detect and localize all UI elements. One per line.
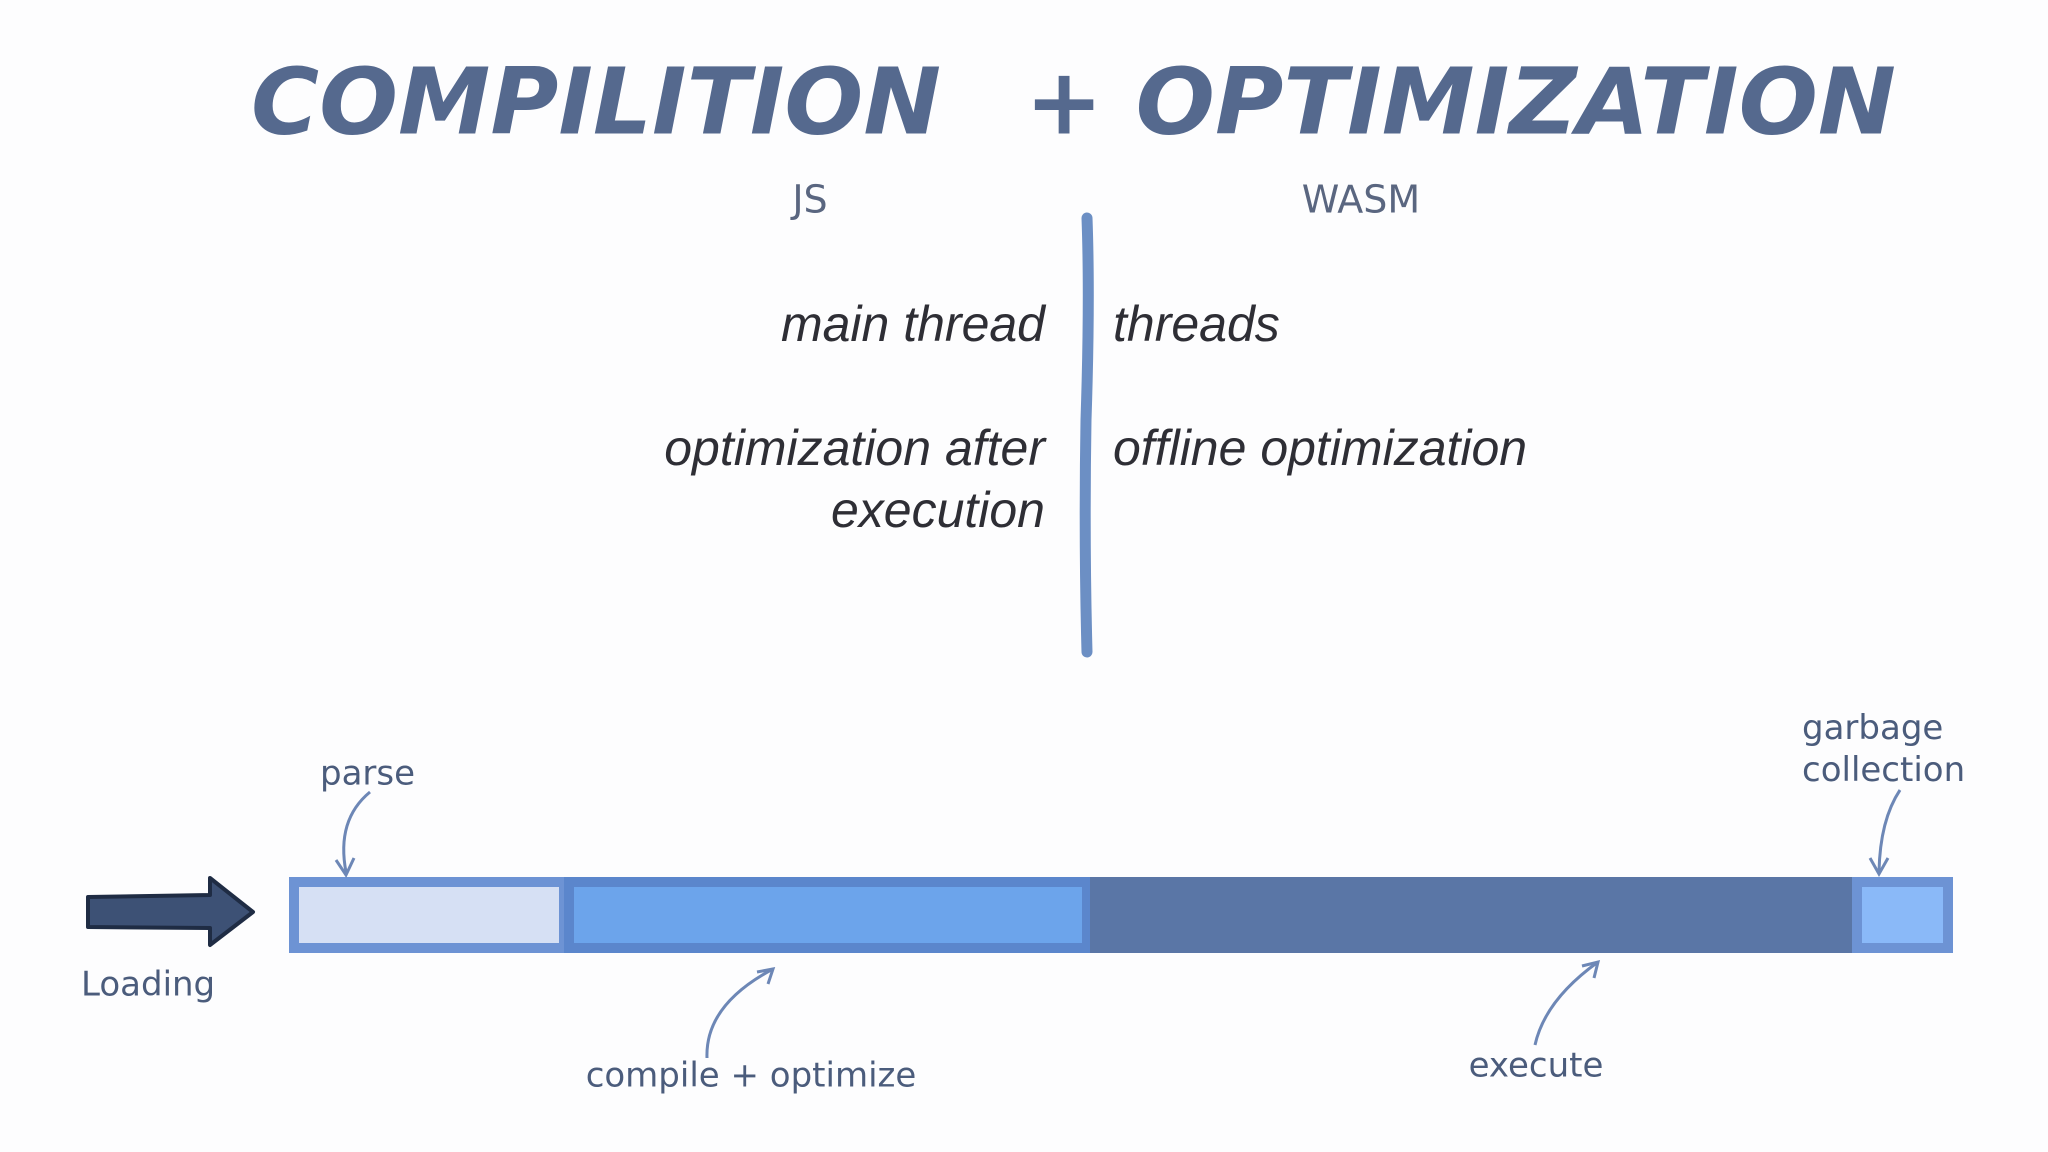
divider <box>1079 212 1094 658</box>
js-item: main thread <box>780 296 1045 352</box>
compile-segment <box>564 877 1092 953</box>
column-header: JS <box>790 178 827 222</box>
parse-segment <box>289 877 569 953</box>
pointer <box>1533 960 1599 1046</box>
segment-label: execute <box>1469 1046 1604 1086</box>
segment-label: garbage collection <box>1802 708 1965 790</box>
pointer-head <box>756 967 776 985</box>
pointer-head <box>1868 857 1890 878</box>
title-right: + OPTIMIZATION <box>1025 48 1896 155</box>
pointer <box>1877 789 1902 873</box>
pointer <box>342 790 371 873</box>
segment-label: compile + optimize <box>586 1056 917 1096</box>
loading-arrow <box>86 876 255 947</box>
wasm-item: offline optimization <box>1113 420 1528 476</box>
pointer-head <box>334 857 356 879</box>
segment-label: parse <box>320 754 415 794</box>
pointer <box>705 967 774 1059</box>
wasm-item: threads <box>1113 296 1280 352</box>
js-item: optimization after execution <box>664 420 1045 538</box>
column-header: WASM <box>1302 178 1420 222</box>
pointer-head <box>1581 959 1601 979</box>
title-left: COMPILITION <box>251 48 941 155</box>
loading-label: Loading <box>81 965 215 1005</box>
execute-segment <box>1090 877 1852 953</box>
gc-segment <box>1852 877 1953 953</box>
